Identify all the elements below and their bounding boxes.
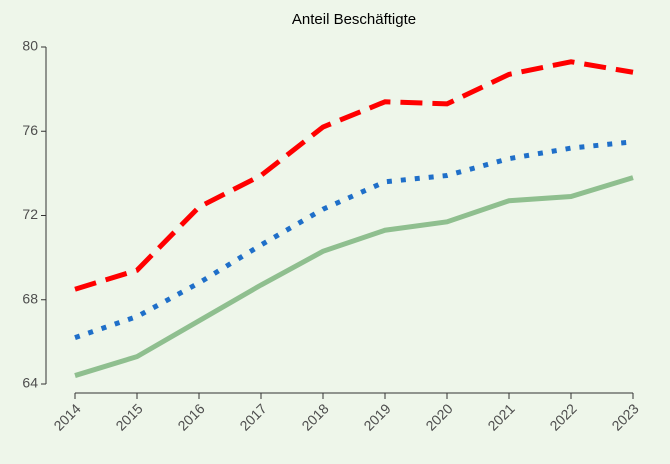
x-tick-label: 2018 [298,400,331,433]
series-line [74,139,634,341]
x-tick-label: 2022 [546,400,579,433]
x-tick-label: 2020 [422,400,455,433]
x-tick-label: 2021 [484,400,517,433]
x-tick-label: 2023 [608,400,641,433]
y-tick-label: 80 [22,38,38,54]
y-tick-label: 68 [22,290,38,306]
x-tick-label: 2014 [50,400,83,433]
series-line [74,175,634,378]
series-line [74,59,634,292]
x-tick-label: 2019 [360,400,393,433]
x-tick-label: 2016 [174,400,207,433]
x-tick-label: 2015 [112,400,145,433]
x-tick-label: 2017 [236,400,269,433]
chart-title: Anteil Beschäftigte [292,11,416,28]
y-tick-label: 76 [22,122,38,138]
y-tick-label: 64 [22,375,38,391]
y-tick-label: 72 [22,206,38,222]
